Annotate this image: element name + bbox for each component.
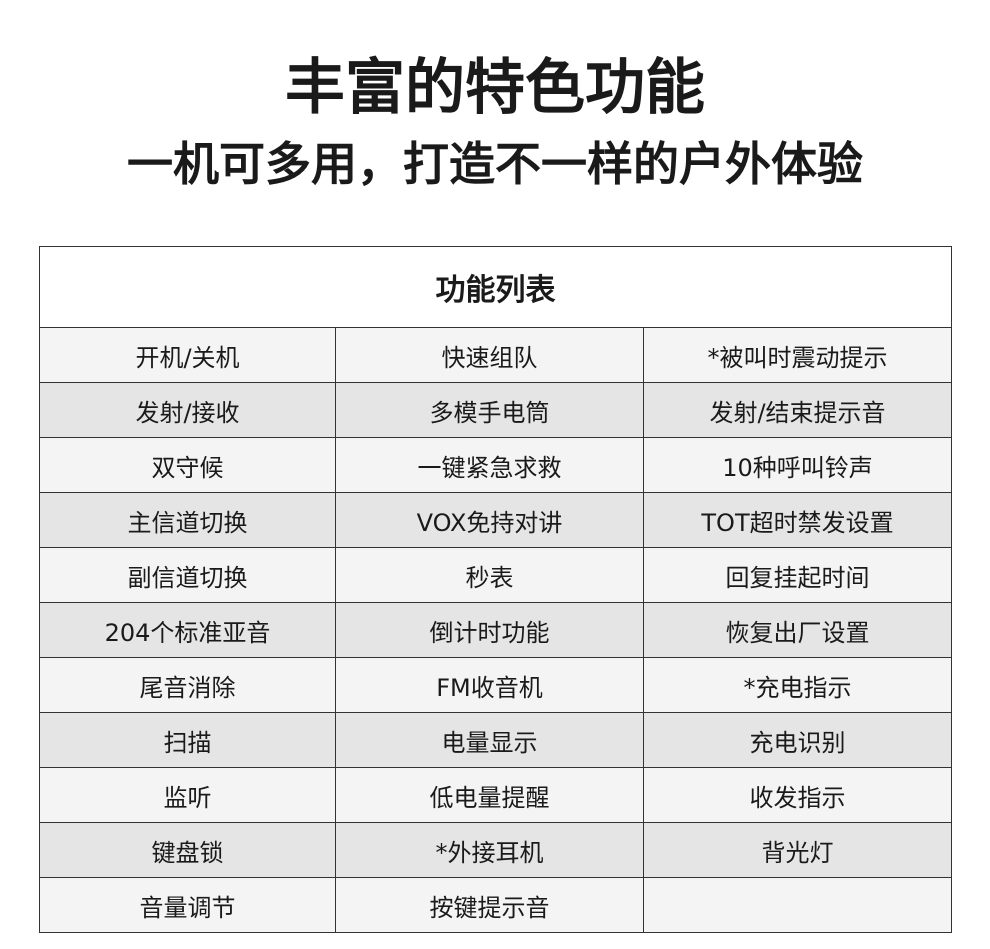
feature-cell: 204个标准亚音 [39,602,336,658]
feature-table: 功能列表 开机/关机 快速组队 *被叫时震动提示 发射/接收 多模手电筒 发射/结束提示音… [38,246,953,933]
table-row: 尾音消除 FM收音机 *充电指示 [39,657,953,713]
table-row: 主信道切换 VOX免持对讲 TOT超时禁发设置 [39,492,953,548]
feature-cell: 尾音消除 [39,657,336,713]
feature-cell: TOT超时禁发设置 [642,492,953,548]
feature-cell: 主信道切换 [39,492,336,548]
feature-cell: 充电识别 [642,712,953,768]
feature-cell: 电量显示 [335,712,644,768]
feature-cell: *充电指示 [642,657,953,713]
page-title: 丰富的特色功能 [285,53,705,123]
feature-cell: 扫描 [39,712,336,768]
feature-cell: 低电量提醒 [335,767,644,823]
feature-cell: 键盘锁 [39,822,336,878]
feature-cell: 发射/接收 [39,382,336,438]
feature-cell: VOX免持对讲 [335,492,644,548]
feature-cell: 倒计时功能 [335,602,644,658]
feature-cell: 回复挂起时间 [642,547,953,603]
feature-cell: *被叫时震动提示 [642,327,953,383]
feature-cell: 监听 [39,767,336,823]
table-row: 监听 低电量提醒 收发指示 [39,767,953,823]
table-row: 键盘锁 *外接耳机 背光灯 [39,822,953,878]
table-header: 功能列表 [38,246,953,328]
feature-cell: 收发指示 [642,767,953,823]
table-row: 发射/接收 多模手电筒 发射/结束提示音 [39,382,953,438]
feature-cell: 双守候 [39,437,336,493]
feature-cell: 背光灯 [642,822,953,878]
feature-cell: 秒表 [335,547,644,603]
feature-cell: 10种呼叫铃声 [642,437,953,493]
feature-cell: 音量调节 [39,877,336,933]
page-subtitle: 一机可多用，打造不一样的户外体验 [127,137,863,191]
table-row: 扫描 电量显示 充电识别 [39,712,953,768]
table-row: 音量调节 按键提示音 [39,877,953,933]
table-row: 副信道切换 秒表 回复挂起时间 [39,547,953,603]
feature-cell: *外接耳机 [335,822,644,878]
table-row: 双守候 一键紧急求救 10种呼叫铃声 [39,437,953,493]
feature-cell: 快速组队 [335,327,644,383]
feature-cell: 恢复出厂设置 [642,602,953,658]
feature-cell: FM收音机 [335,657,644,713]
feature-cell: 发射/结束提示音 [642,382,953,438]
feature-cell: 开机/关机 [39,327,336,383]
table-row: 204个标准亚音 倒计时功能 恢复出厂设置 [39,602,953,658]
feature-cell: 副信道切换 [39,547,336,603]
feature-cell [642,877,953,933]
table-row: 开机/关机 快速组队 *被叫时震动提示 [39,327,953,383]
feature-cell: 多模手电筒 [335,382,644,438]
feature-cell: 一键紧急求救 [335,437,644,493]
feature-cell: 按键提示音 [335,877,644,933]
